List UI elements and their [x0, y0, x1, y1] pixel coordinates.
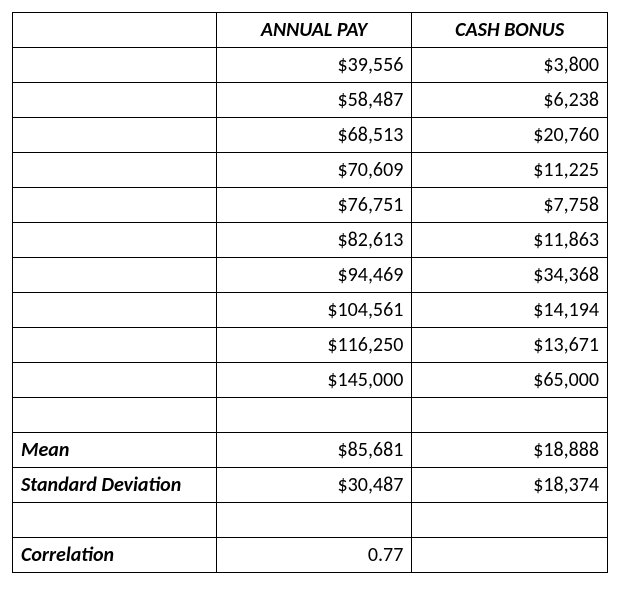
table-row: $82,613 $11,863 [13, 223, 608, 258]
table-row: $58,487 $6,238 [13, 83, 608, 118]
row-label [13, 363, 217, 398]
std-pay: $30,487 [216, 468, 412, 503]
cash-bonus-cell: $7,758 [412, 188, 608, 223]
mean-label: Mean [13, 433, 217, 468]
std-bonus: $18,374 [412, 468, 608, 503]
row-label [13, 293, 217, 328]
spacer-cell [216, 398, 412, 433]
mean-pay: $85,681 [216, 433, 412, 468]
annual-pay-cell: $145,000 [216, 363, 412, 398]
row-label [13, 153, 217, 188]
correlation-value: 0.77 [216, 538, 412, 573]
pay-bonus-table: ANNUAL PAY CASH BONUS $39,556 $3,800 $58… [12, 12, 608, 573]
annual-pay-cell: $58,487 [216, 83, 412, 118]
row-label [13, 223, 217, 258]
correlation-empty [412, 538, 608, 573]
spacer-cell [412, 503, 608, 538]
table-body: $39,556 $3,800 $58,487 $6,238 $68,513 $2… [13, 48, 608, 573]
table-row: $94,469 $34,368 [13, 258, 608, 293]
row-label [13, 118, 217, 153]
header-cash-bonus: CASH BONUS [412, 13, 608, 48]
std-label: Standard Deviation [13, 468, 217, 503]
correlation-row: Correlation 0.77 [13, 538, 608, 573]
header-empty [13, 13, 217, 48]
cash-bonus-cell: $34,368 [412, 258, 608, 293]
row-label [13, 258, 217, 293]
cash-bonus-cell: $11,225 [412, 153, 608, 188]
table-row: $145,000 $65,000 [13, 363, 608, 398]
cash-bonus-cell: $11,863 [412, 223, 608, 258]
table-row: $104,561 $14,194 [13, 293, 608, 328]
annual-pay-cell: $104,561 [216, 293, 412, 328]
row-label [13, 83, 217, 118]
header-annual-pay: ANNUAL PAY [216, 13, 412, 48]
table-row: $76,751 $7,758 [13, 188, 608, 223]
cash-bonus-cell: $20,760 [412, 118, 608, 153]
cash-bonus-cell: $14,194 [412, 293, 608, 328]
table-row: $39,556 $3,800 [13, 48, 608, 83]
mean-bonus: $18,888 [412, 433, 608, 468]
cash-bonus-cell: $65,000 [412, 363, 608, 398]
annual-pay-cell: $39,556 [216, 48, 412, 83]
annual-pay-cell: $82,613 [216, 223, 412, 258]
table-row: $70,609 $11,225 [13, 153, 608, 188]
annual-pay-cell: $94,469 [216, 258, 412, 293]
correlation-label: Correlation [13, 538, 217, 573]
spacer-cell [13, 503, 217, 538]
annual-pay-cell: $70,609 [216, 153, 412, 188]
spacer-cell [13, 398, 217, 433]
cash-bonus-cell: $6,238 [412, 83, 608, 118]
row-label [13, 328, 217, 363]
table-row: $116,250 $13,671 [13, 328, 608, 363]
annual-pay-cell: $68,513 [216, 118, 412, 153]
cash-bonus-cell: $3,800 [412, 48, 608, 83]
spacer-row [13, 503, 608, 538]
cash-bonus-cell: $13,671 [412, 328, 608, 363]
annual-pay-cell: $76,751 [216, 188, 412, 223]
row-label [13, 48, 217, 83]
spacer-cell [216, 503, 412, 538]
std-row: Standard Deviation $30,487 $18,374 [13, 468, 608, 503]
spacer-row [13, 398, 608, 433]
mean-row: Mean $85,681 $18,888 [13, 433, 608, 468]
table-header-row: ANNUAL PAY CASH BONUS [13, 13, 608, 48]
row-label [13, 188, 217, 223]
annual-pay-cell: $116,250 [216, 328, 412, 363]
spacer-cell [412, 398, 608, 433]
table-row: $68,513 $20,760 [13, 118, 608, 153]
